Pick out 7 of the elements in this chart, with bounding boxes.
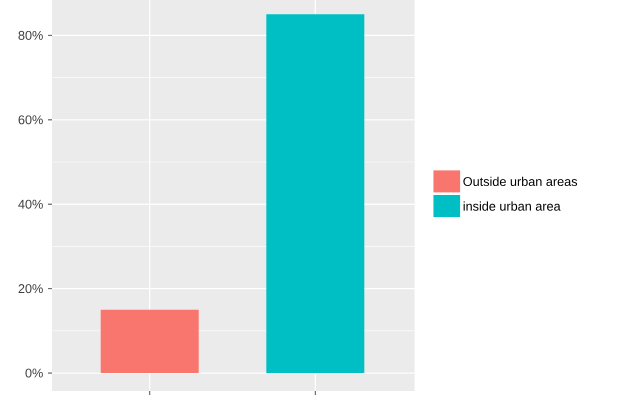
y-tick-label: 40% (18, 200, 43, 209)
y-tick-label: 80% (18, 30, 43, 40)
y-tick-label: 60% (18, 115, 43, 124)
y-tick-label: 0% (25, 368, 43, 378)
legend-label: inside urban area (464, 201, 561, 211)
y-tick-label: 20% (18, 284, 43, 294)
legend-label: Outside urban areas (463, 176, 578, 186)
